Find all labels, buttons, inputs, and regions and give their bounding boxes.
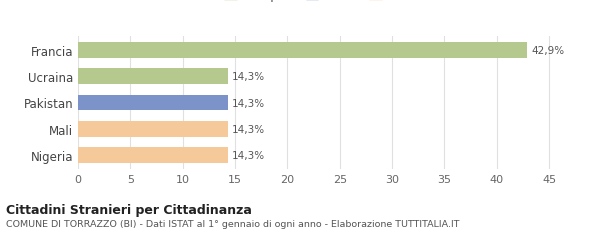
Text: 42,9%: 42,9% [531,46,565,55]
Text: 14,3%: 14,3% [232,151,265,161]
Bar [78,148,227,164]
Bar [78,121,227,137]
Bar [78,95,227,111]
Text: 14,3%: 14,3% [232,72,265,82]
Bar [78,43,527,58]
Legend: Europa, Asia, Africa: Europa, Asia, Africa [219,0,429,6]
Text: COMUNE DI TORRAZZO (BI) - Dati ISTAT al 1° gennaio di ogni anno - Elaborazione T: COMUNE DI TORRAZZO (BI) - Dati ISTAT al … [6,219,460,228]
Text: 14,3%: 14,3% [232,124,265,134]
Bar [78,69,227,85]
Text: Cittadini Stranieri per Cittadinanza: Cittadini Stranieri per Cittadinanza [6,203,252,216]
Text: 14,3%: 14,3% [232,98,265,108]
